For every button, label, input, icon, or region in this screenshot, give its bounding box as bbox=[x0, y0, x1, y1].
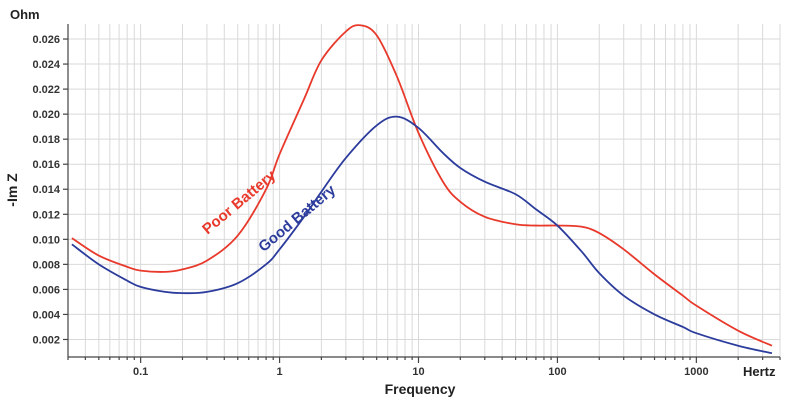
series-label-poor-battery: Poor Battery bbox=[199, 167, 279, 238]
x-tick-label: 100 bbox=[548, 366, 566, 378]
y-tick-label: 0.026 bbox=[32, 34, 60, 46]
y-tick-label: 0.012 bbox=[32, 209, 60, 221]
y-tick-label: 0.020 bbox=[32, 109, 60, 121]
y-tick-label: 0.008 bbox=[32, 259, 60, 271]
y-tick-label: 0.014 bbox=[32, 184, 60, 196]
x-unit-label: Hertz bbox=[743, 364, 776, 379]
y-tick-label: 0.004 bbox=[32, 309, 60, 321]
axes bbox=[63, 24, 781, 363]
series-line-poor-battery bbox=[71, 24, 773, 347]
x-axis-title: Frequency bbox=[385, 381, 456, 397]
y-tick-label: 0.006 bbox=[32, 284, 60, 296]
y-axis-title: -Im Z bbox=[4, 173, 20, 207]
y-tick-label: 0.002 bbox=[32, 334, 60, 346]
grid bbox=[67, 24, 781, 357]
x-tick-label: 0.1 bbox=[133, 366, 148, 378]
y-tick-label: 0.022 bbox=[32, 84, 60, 96]
series-line-good-battery bbox=[71, 115, 773, 355]
x-tick-label: 1 bbox=[277, 366, 283, 378]
x-tick-label: 1000 bbox=[684, 366, 708, 378]
series-lines bbox=[71, 24, 773, 355]
series-label-good-battery: Good Battery bbox=[255, 181, 339, 256]
y-unit-label: Ohm bbox=[10, 7, 40, 22]
y-tick-label: 0.010 bbox=[32, 234, 60, 246]
tick-labels: 0.002 0.004 0.006 0.008 0.010 0.012 0.014 0.016… bbox=[32, 34, 708, 378]
x-tick-label: 10 bbox=[412, 366, 424, 378]
y-tick-label: 0.016 bbox=[32, 159, 60, 171]
y-tick-label: 0.018 bbox=[32, 134, 60, 146]
y-tick-label: 0.024 bbox=[32, 59, 60, 71]
